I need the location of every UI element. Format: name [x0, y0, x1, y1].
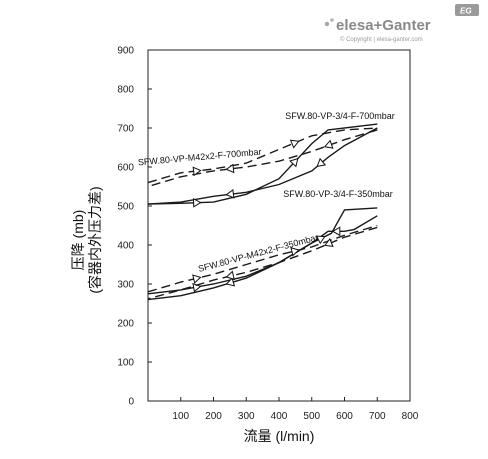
y-axis-title-line2: (容器内外压力差) — [87, 186, 103, 293]
series-1-increasing-arrow-marker — [192, 197, 202, 208]
y-tick-label: 200 — [117, 319, 134, 330]
plot-frame — [147, 49, 411, 402]
series-2-decreasing-line — [147, 129, 378, 188]
series-4-increasing-arrow-marker — [290, 247, 300, 257]
y-tick-label: 800 — [117, 85, 134, 96]
series-3-decreasing-arrow-marker — [331, 226, 341, 237]
series-4-increasing-arrow-marker — [192, 274, 202, 284]
series-3-decreasing-arrow-marker — [225, 277, 236, 287]
series-4-decreasing-line — [147, 226, 378, 300]
x-tick-label: 100 — [172, 411, 189, 422]
brand-copyright: © Copyright | elesa-ganter.com — [340, 36, 423, 43]
series-2-decreasing-arrow-marker — [225, 163, 235, 174]
series-label-layer: SFW.80-VP-3/4-F-700mbar SFW.80-VP-M42x2-F… — [138, 111, 395, 274]
y-tick-label: 400 — [117, 241, 134, 252]
y-axis-title: 压降 (mb) (容器内外压力差) — [70, 186, 103, 293]
x-tick-label: 500 — [303, 411, 320, 422]
series-2-increasing-line — [147, 127, 378, 184]
series-2-decreasing-arrow-marker — [323, 139, 334, 149]
y-axis-title-line1: 压降 (mb) — [70, 210, 86, 271]
series-label-2: SFW.80-VP-M42x2-F-700mbar — [138, 147, 262, 168]
series-4-decreasing-arrow-marker — [225, 270, 235, 281]
series-2-increasing-arrow-marker — [289, 139, 300, 149]
brand-badge-text: EG — [460, 7, 472, 16]
series-4-increasing-line — [147, 224, 378, 293]
x-tick-label: 200 — [205, 411, 222, 422]
series-3-decreasing-line — [147, 215, 378, 301]
y-tick-label: 900 — [117, 46, 134, 57]
series-label-4: SFW.80-VP-M42x2-F-350mbar — [197, 232, 319, 274]
series-layer — [147, 123, 378, 301]
x-tick-label: 300 — [238, 411, 255, 422]
brand-header: elesa+Ganter EG © Copyright | elesa-gant… — [324, 4, 479, 43]
x-axis-ticks: 100 200 300 400 500 600 700 800 — [172, 397, 419, 422]
y-tick-label: 700 — [117, 124, 134, 135]
x-tick-label: 800 — [402, 411, 419, 422]
x-tick-label: 600 — [336, 411, 353, 422]
x-tick-label: 400 — [271, 411, 288, 422]
series-1-increasing-arrow-marker — [289, 157, 299, 168]
y-tick-label: 500 — [117, 202, 134, 213]
series-label-1: SFW.80-VP-3/4-F-700mbar — [285, 111, 395, 121]
y-axis-ticks: 0 100 200 300 400 500 600 700 800 900 — [117, 46, 152, 408]
y-tick-label: 300 — [117, 280, 134, 291]
x-axis-title: 流量 (l/min) — [244, 428, 315, 444]
x-tick-label: 700 — [369, 411, 386, 422]
y-tick-label: 100 — [117, 358, 134, 369]
brand-logo-text: elesa+Ganter — [336, 17, 431, 34]
series-1-decreasing-arrow-marker — [225, 188, 235, 199]
series-label-3: SFW.80-VP-3/4-F-350mbar — [283, 189, 393, 199]
series-1-decreasing-arrow-marker — [316, 157, 327, 167]
brand-dots-icon-2 — [330, 18, 334, 22]
series-4-decreasing-arrow-marker — [323, 237, 334, 247]
series-3-increasing-arrow-marker — [315, 235, 326, 245]
y-tick-label: 0 — [128, 397, 134, 408]
brand-badge — [455, 4, 479, 16]
series-1-decreasing-line — [147, 127, 378, 205]
series-1-increasing-line — [147, 123, 378, 205]
brand-dots-icon — [324, 21, 330, 27]
series-2-increasing-arrow-marker — [192, 166, 202, 177]
y-tick-label: 600 — [117, 163, 134, 174]
